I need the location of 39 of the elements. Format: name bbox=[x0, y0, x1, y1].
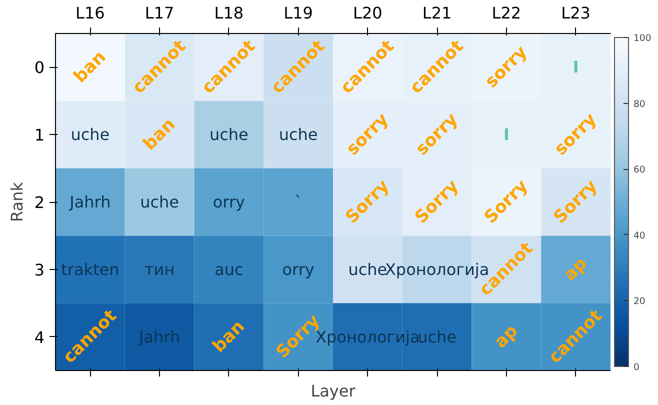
x-axis-title: Layer bbox=[310, 382, 356, 400]
data-label: I bbox=[503, 125, 510, 144]
y-tick-label: 2 bbox=[34, 193, 45, 212]
x-tick-label: L16 bbox=[76, 4, 105, 22]
y-tick-label: 1 bbox=[34, 126, 45, 145]
x-tick-label: L21 bbox=[422, 4, 452, 22]
color-bar-label: 80 bbox=[634, 98, 646, 110]
color-bar-label: 60 bbox=[634, 164, 646, 176]
x-tick-label: L23 bbox=[561, 4, 590, 22]
y-tick-label: 3 bbox=[34, 260, 45, 280]
data-label: uche bbox=[70, 125, 110, 144]
color-bar-label: 20 bbox=[634, 296, 646, 308]
data-label: uche bbox=[278, 125, 318, 144]
data-label: ap bbox=[560, 254, 592, 285]
color-bar-label: 100 bbox=[634, 33, 652, 44]
data-label: uche bbox=[418, 327, 457, 346]
data-label: uche bbox=[209, 125, 248, 144]
data-label: тин bbox=[144, 260, 175, 279]
data-label: orry bbox=[212, 192, 246, 212]
x-tick-label: L20 bbox=[353, 4, 382, 22]
data-label: trakten bbox=[61, 260, 120, 279]
data-label: uche bbox=[140, 192, 180, 212]
data-label: ap bbox=[490, 321, 522, 352]
y-axis-title: Rank bbox=[7, 181, 26, 222]
x-tick-label: L18 bbox=[214, 4, 244, 22]
x-tick-label: L19 bbox=[284, 4, 313, 22]
x-tick-label: L17 bbox=[144, 4, 174, 22]
data-label: uche bbox=[348, 260, 388, 279]
y-tick-label: 0 bbox=[34, 58, 45, 78]
color-bar-label: 0 bbox=[634, 362, 640, 373]
y-tick-label: 4 bbox=[34, 328, 45, 347]
data-label: auc bbox=[214, 260, 244, 279]
data-label: ` bbox=[294, 192, 302, 212]
data-label: I bbox=[572, 58, 579, 77]
data-label: Jahrh bbox=[68, 192, 111, 212]
data-label: Jahrh bbox=[138, 327, 180, 346]
data-label: orry bbox=[282, 260, 314, 279]
color-bar-label: 40 bbox=[634, 230, 646, 242]
x-tick-label: L22 bbox=[492, 4, 522, 22]
